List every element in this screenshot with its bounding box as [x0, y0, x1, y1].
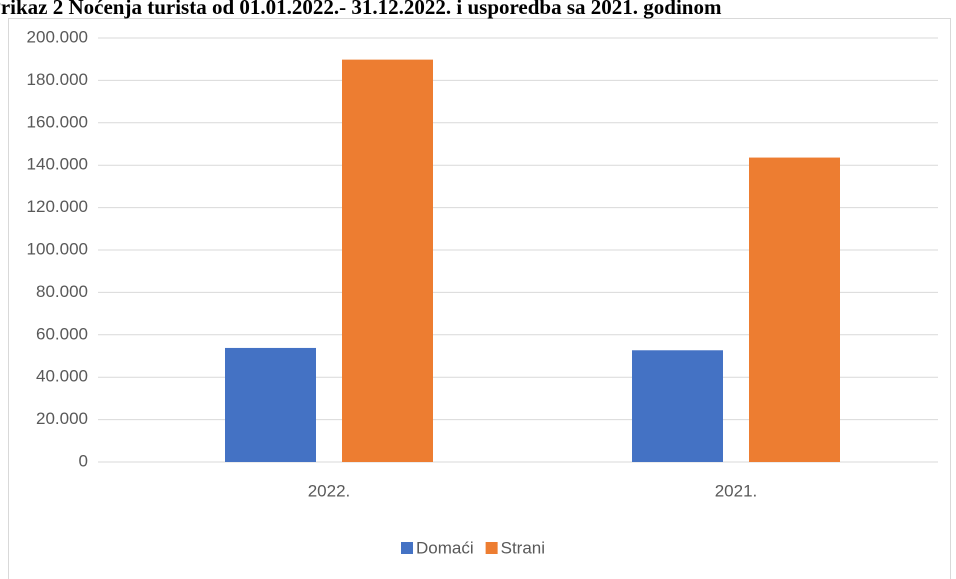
x-tick-label: 2021.: [715, 481, 758, 500]
y-tick-label: 140.000: [27, 155, 88, 174]
y-tick-label: 120.000: [27, 197, 88, 216]
chart-title: Prikaz 2 Noćenja turista od 01.01.2022.-…: [0, 0, 722, 19]
chart-frame: [8, 18, 951, 579]
y-tick-label: 80.000: [36, 282, 88, 301]
bar: [632, 350, 723, 462]
x-tick-label: 2022.: [308, 481, 351, 500]
bar: [749, 157, 840, 462]
y-tick-label: 40.000: [36, 367, 88, 386]
y-tick-label: 0: [79, 451, 88, 470]
y-tick-label: 60.000: [36, 324, 88, 343]
y-tick-label: 160.000: [27, 112, 88, 131]
y-tick-label: 180.000: [27, 70, 88, 89]
legend-label: Strani: [501, 538, 545, 557]
bar: [225, 347, 316, 462]
bar: [342, 59, 433, 463]
y-tick-label: 100.000: [27, 239, 88, 258]
y-tick-label: 200.000: [27, 27, 88, 46]
y-tick-label: 20.000: [36, 409, 88, 428]
legend-swatch: [485, 542, 498, 554]
legend-label: Domaći: [416, 538, 474, 557]
legend-swatch: [401, 542, 413, 554]
